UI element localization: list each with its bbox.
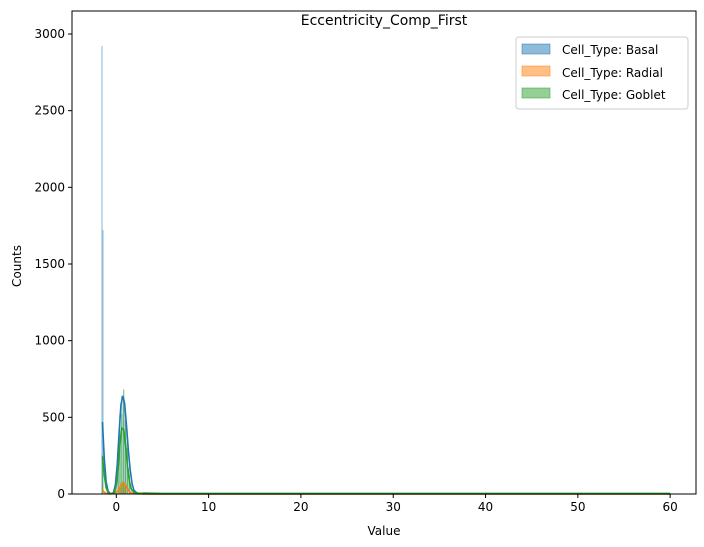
y-tick-label: 3000 <box>34 27 65 41</box>
y-tick-label: 2000 <box>34 180 65 194</box>
kde-line-basal <box>101 395 671 495</box>
legend: Cell_Type: Basal Cell_Type: Radial Cell_… <box>515 36 689 110</box>
x-tick-label: 40 <box>478 500 493 514</box>
x-tick-label: 0 <box>112 500 120 514</box>
legend-swatch-radial <box>521 65 551 77</box>
y-axis-label: Counts <box>10 245 24 287</box>
y-tick-label: 1500 <box>34 257 65 271</box>
x-tick-label: 50 <box>570 500 585 514</box>
x-tick-label: 60 <box>663 500 678 514</box>
y-tick-label: 1000 <box>34 334 65 348</box>
legend-label-goblet: Cell_Type: Goblet <box>562 88 666 102</box>
plot-frame <box>71 10 697 495</box>
legend-swatch-basal <box>521 43 551 55</box>
x-axis: 0 10 20 30 40 50 60 <box>112 494 678 514</box>
y-tick-label: 500 <box>42 410 65 424</box>
y-axis: 0 500 1000 1500 2000 2500 3000 <box>34 27 72 501</box>
legend-label-radial: Cell_Type: Radial <box>562 66 663 80</box>
x-tick-label: 30 <box>386 500 401 514</box>
y-tick-label: 2500 <box>34 104 65 118</box>
x-tick-label: 20 <box>293 500 308 514</box>
legend-box <box>515 36 689 110</box>
kde-line-goblet <box>101 426 671 495</box>
legend-swatch-goblet <box>521 87 551 99</box>
bar-basal-1 <box>102 230 104 495</box>
chart-title: Eccentricity_Comp_First <box>301 13 468 29</box>
legend-label-basal: Cell_Type: Basal <box>562 43 658 57</box>
x-tick-label: 10 <box>201 500 216 514</box>
y-tick-label: 0 <box>57 487 65 501</box>
x-axis-label: Value <box>368 524 401 538</box>
kde-layer <box>101 395 671 495</box>
kde-line-radial <box>101 481 671 495</box>
bar-goblet-3 <box>121 414 123 495</box>
